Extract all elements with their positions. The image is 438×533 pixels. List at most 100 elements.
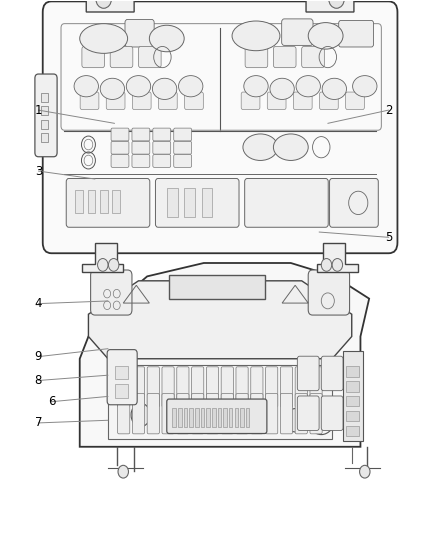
FancyBboxPatch shape bbox=[132, 92, 151, 110]
Bar bbox=[184, 188, 195, 217]
Bar bbox=[42, 119, 48, 128]
Bar bbox=[100, 190, 108, 214]
FancyBboxPatch shape bbox=[241, 92, 260, 110]
FancyBboxPatch shape bbox=[221, 367, 233, 407]
FancyBboxPatch shape bbox=[295, 367, 307, 407]
Bar bbox=[42, 93, 48, 102]
FancyBboxPatch shape bbox=[295, 393, 307, 434]
Circle shape bbox=[118, 465, 128, 478]
Ellipse shape bbox=[296, 76, 321, 97]
FancyBboxPatch shape bbox=[174, 141, 191, 154]
FancyBboxPatch shape bbox=[110, 46, 133, 68]
Bar bbox=[189, 408, 193, 426]
FancyBboxPatch shape bbox=[245, 46, 268, 68]
FancyBboxPatch shape bbox=[308, 270, 350, 315]
Text: 6: 6 bbox=[48, 395, 55, 408]
FancyBboxPatch shape bbox=[273, 46, 296, 68]
Bar bbox=[346, 411, 359, 421]
Bar bbox=[75, 190, 83, 214]
FancyBboxPatch shape bbox=[174, 128, 191, 141]
Ellipse shape bbox=[152, 78, 177, 100]
FancyBboxPatch shape bbox=[321, 356, 343, 391]
Polygon shape bbox=[88, 281, 352, 359]
Bar bbox=[235, 408, 238, 426]
Ellipse shape bbox=[308, 22, 343, 49]
Text: 7: 7 bbox=[35, 416, 42, 430]
FancyBboxPatch shape bbox=[206, 367, 219, 407]
FancyBboxPatch shape bbox=[282, 19, 313, 45]
Circle shape bbox=[131, 403, 150, 426]
FancyBboxPatch shape bbox=[80, 92, 99, 110]
FancyBboxPatch shape bbox=[174, 155, 191, 167]
FancyBboxPatch shape bbox=[153, 128, 171, 141]
FancyBboxPatch shape bbox=[159, 92, 177, 110]
Ellipse shape bbox=[100, 78, 124, 100]
FancyBboxPatch shape bbox=[236, 393, 248, 434]
Bar bbox=[223, 408, 227, 426]
Text: 5: 5 bbox=[385, 231, 392, 244]
FancyBboxPatch shape bbox=[321, 396, 343, 431]
FancyBboxPatch shape bbox=[35, 74, 57, 157]
Bar bbox=[201, 188, 212, 217]
FancyBboxPatch shape bbox=[66, 179, 150, 227]
FancyBboxPatch shape bbox=[245, 179, 328, 227]
Bar bbox=[346, 366, 359, 377]
Bar bbox=[346, 381, 359, 392]
Bar bbox=[218, 408, 221, 426]
Ellipse shape bbox=[80, 23, 127, 53]
FancyBboxPatch shape bbox=[221, 393, 233, 434]
Bar bbox=[116, 366, 127, 379]
Bar bbox=[42, 107, 48, 115]
Text: 8: 8 bbox=[35, 374, 42, 387]
Circle shape bbox=[286, 409, 305, 432]
FancyBboxPatch shape bbox=[265, 367, 278, 407]
FancyBboxPatch shape bbox=[153, 141, 171, 154]
FancyBboxPatch shape bbox=[310, 367, 322, 407]
Bar bbox=[346, 396, 359, 407]
FancyBboxPatch shape bbox=[297, 396, 319, 431]
Bar bbox=[206, 408, 210, 426]
Ellipse shape bbox=[74, 76, 99, 97]
FancyBboxPatch shape bbox=[117, 367, 130, 407]
FancyBboxPatch shape bbox=[132, 128, 150, 141]
FancyBboxPatch shape bbox=[167, 399, 267, 433]
Ellipse shape bbox=[270, 78, 294, 100]
Bar bbox=[116, 384, 127, 398]
Ellipse shape bbox=[149, 25, 184, 52]
Circle shape bbox=[360, 465, 370, 478]
Ellipse shape bbox=[353, 76, 377, 97]
FancyBboxPatch shape bbox=[310, 393, 322, 434]
FancyBboxPatch shape bbox=[107, 350, 137, 405]
Ellipse shape bbox=[232, 21, 280, 51]
Bar bbox=[346, 425, 359, 436]
Text: 3: 3 bbox=[35, 165, 42, 177]
FancyBboxPatch shape bbox=[251, 367, 263, 407]
Bar bbox=[184, 408, 187, 426]
Ellipse shape bbox=[126, 76, 151, 97]
FancyBboxPatch shape bbox=[185, 92, 203, 110]
FancyBboxPatch shape bbox=[138, 46, 161, 68]
Ellipse shape bbox=[244, 76, 268, 97]
Polygon shape bbox=[306, 0, 354, 12]
FancyBboxPatch shape bbox=[280, 367, 293, 407]
Circle shape bbox=[109, 259, 119, 271]
Text: 2: 2 bbox=[385, 103, 392, 117]
Bar bbox=[167, 188, 178, 217]
FancyBboxPatch shape bbox=[111, 141, 129, 154]
FancyBboxPatch shape bbox=[91, 270, 132, 315]
FancyBboxPatch shape bbox=[267, 92, 286, 110]
Polygon shape bbox=[317, 243, 358, 272]
FancyBboxPatch shape bbox=[297, 356, 319, 391]
FancyBboxPatch shape bbox=[162, 393, 174, 434]
FancyBboxPatch shape bbox=[125, 19, 154, 47]
Bar bbox=[42, 133, 48, 142]
FancyBboxPatch shape bbox=[280, 393, 293, 434]
Bar bbox=[201, 408, 204, 426]
FancyBboxPatch shape bbox=[339, 20, 374, 47]
FancyBboxPatch shape bbox=[346, 92, 364, 110]
Polygon shape bbox=[86, 0, 134, 12]
FancyBboxPatch shape bbox=[191, 367, 204, 407]
FancyBboxPatch shape bbox=[147, 367, 159, 407]
FancyBboxPatch shape bbox=[111, 155, 129, 167]
FancyBboxPatch shape bbox=[329, 179, 378, 227]
